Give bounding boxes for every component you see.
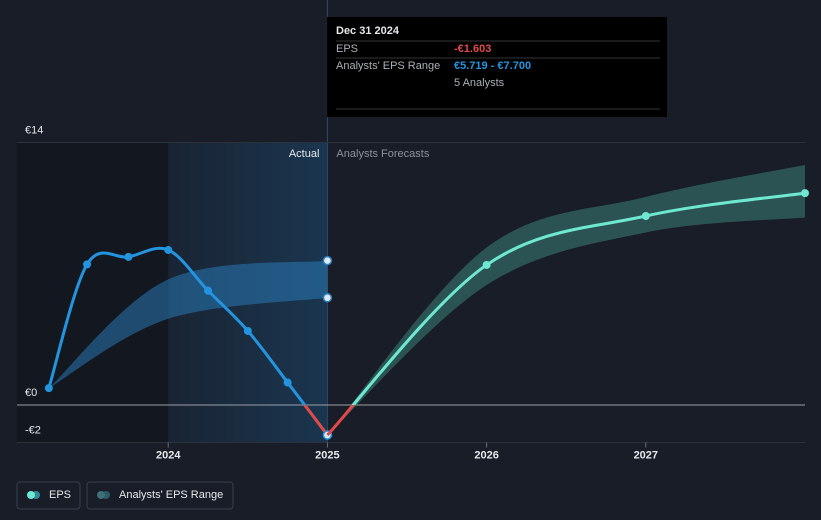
legend-item[interactable]: [86, 481, 234, 510]
x-tick-label: 2025: [315, 449, 339, 461]
legend-item[interactable]: [16, 481, 81, 510]
past-region: [17, 142, 169, 443]
tooltip-box: [327, 17, 667, 117]
point: [83, 260, 92, 269]
point: [124, 252, 133, 261]
region-label: Actual: [289, 148, 320, 160]
tooltip-analysts: 5 Analysts: [454, 77, 505, 89]
range-area: [48, 260, 328, 389]
range-marker: [322, 255, 333, 266]
tooltip-label: EPS: [336, 43, 358, 55]
x-tick-label: 2027: [634, 449, 658, 461]
tooltip-value: €5.719 - €7.700: [454, 60, 531, 72]
legend-label: Analysts' EPS Range: [119, 489, 223, 501]
point: [243, 326, 252, 335]
point: [801, 189, 809, 198]
point: [641, 212, 650, 220]
legend: EPS Analysts' EPS Range: [16, 481, 234, 510]
x-tick-label: 2026: [474, 449, 498, 461]
legend-icon: [97, 491, 105, 499]
y-tick-label: -€2: [25, 424, 41, 436]
y-tick-label: €14: [25, 124, 43, 136]
point: [44, 384, 53, 393]
tooltip-date: Dec 31 2024: [336, 25, 400, 37]
plot: [44, 165, 809, 440]
point: [482, 260, 491, 269]
tooltip-label: Analysts' EPS Range: [336, 60, 440, 72]
x-tick-label: 2024: [156, 449, 181, 461]
legend-icon: [27, 491, 35, 499]
y-tick-label: €0: [25, 387, 37, 399]
region-label: Analysts Forecasts: [336, 148, 429, 160]
point: [164, 245, 173, 254]
range-area: [327, 165, 805, 436]
legend-label: EPS: [49, 489, 71, 501]
point: [204, 286, 213, 295]
range-marker: [322, 293, 333, 303]
tooltip-value: -€1.603: [454, 43, 491, 55]
line: [351, 191, 806, 405]
tooltip: Dec 31 2024 EPS -€1.603 Analysts' EPS Ra…: [327, 17, 667, 117]
point: [283, 378, 292, 387]
